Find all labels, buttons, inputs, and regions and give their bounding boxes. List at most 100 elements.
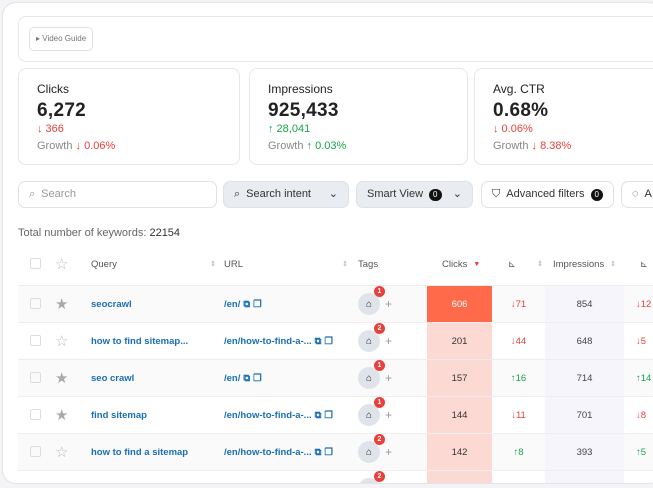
copy-icon[interactable]: ❐ [253,298,262,310]
table-row[interactable]: ★ find sitemap /en/how-to-find-a-... ⧉ ❐ ⌂… [18,397,653,434]
external-link-icon[interactable]: ⧉ [243,372,251,384]
query-link[interactable]: seocrawl [91,298,132,310]
tags-header: Tags [358,258,379,270]
column-clicks[interactable]: Clicks ▼ [442,243,480,285]
external-link-icon[interactable]: ⧉ [243,298,251,310]
tag-count-badge: 1 [374,397,385,408]
clicks-value: 606 [427,286,492,322]
table-row[interactable]: ★ seocrawl /en/⧉ ❐ ⌂ 1 + 606 ↓71 854 ↓12 [18,286,653,323]
column-query[interactable]: Query ⇕ [91,243,216,285]
smart-view-label: Smart View [367,188,424,200]
table-row[interactable]: ☆ ⌂2+ [18,471,653,485]
impressions-delta: ↓12 [636,298,652,310]
table-row[interactable]: ★ seo crawl /en/⧉ ❐ ⌂ 1 + 157 ↑16 714 ↑14 [18,360,653,397]
tags-cell: ⌂ 1 + [358,360,392,396]
clicks-delta: ↑16 [510,372,527,384]
external-link-icon[interactable]: ⧉ [314,446,322,458]
impressions-value: 648 [545,323,624,359]
growth-label: Growth [37,140,73,152]
column-impressions-trend[interactable]: ⊾ [640,243,648,285]
star-icon[interactable]: ☆ [55,444,69,461]
ideas-button[interactable]: ◌ A [621,181,653,208]
row-checkbox[interactable] [30,335,41,346]
row-checkbox[interactable] [30,372,41,383]
total-value: 22154 [149,227,181,239]
column-url[interactable]: URL ⇕ [224,243,348,285]
copy-icon[interactable]: ❐ [253,372,262,384]
metric-title: Clicks [37,82,69,96]
star-icon[interactable]: ☆ [55,471,68,483]
advanced-filters-count: 0 [590,188,603,201]
table-row[interactable]: ☆ how to find sitemap... /en/how-to-find… [18,323,653,360]
row-checkbox[interactable] [30,446,41,457]
sort-icon: ⇕ [610,261,617,268]
external-link-icon[interactable]: ⧉ [314,335,322,347]
row-checkbox[interactable] [30,409,41,420]
tag-button[interactable]: ⌂ 1 [358,397,385,426]
tags-cell: ⌂ 1 + [358,286,392,322]
tags-cell: ⌂ 1 + [358,397,392,433]
table-row[interactable]: ☆ how to find a sitemap /en/how-to-find-… [18,434,653,471]
column-clicks-trend[interactable]: ⊾ ⇕ [508,243,543,285]
star-icon[interactable]: ☆ [55,333,69,350]
search-icon: ⌕ [29,188,36,200]
tag-button[interactable]: ⌂2 [358,434,385,463]
add-tag-icon[interactable]: + [385,297,393,311]
clicks-value: 142 [427,434,492,470]
top-panel: ▸ Video Guide [18,16,653,62]
copy-icon[interactable]: ❐ [324,335,333,347]
external-link-icon[interactable]: ⧉ [314,409,322,421]
add-tag-icon[interactable]: + [385,482,392,483]
clicks-delta: ↑8 [513,446,524,458]
row-checkbox[interactable] [30,483,41,484]
url-cell: /en/⧉ ❐ [224,360,262,396]
tag-button[interactable]: ⌂2 [358,323,385,352]
copy-icon[interactable]: ❐ [324,409,333,421]
add-tag-icon[interactable]: + [385,334,393,348]
sort-icon: ⇕ [210,261,216,268]
column-tags: Tags [358,243,378,285]
tag-icon: ⌂ [365,372,373,384]
advanced-filters-button[interactable]: ⛉ Advanced filters 0 [481,181,614,208]
url-link[interactable]: /en/ [224,372,241,384]
add-tag-icon[interactable]: + [385,371,393,385]
growth-value: ↑ 0.03% [306,140,347,152]
tag-count-badge: 2 [374,323,385,334]
tags-cell: ⌂2+ [358,434,392,470]
clicks-delta: ↓11 [511,409,526,421]
star-icon[interactable]: ★ [55,407,69,424]
search-placeholder: Search [41,188,77,200]
star-icon[interactable]: ☆ [55,256,69,273]
query-link[interactable]: how to find sitemap... [91,335,189,347]
tag-button[interactable]: ⌂ 1 [358,360,385,389]
column-impressions[interactable]: Impressions ⇕ [553,243,616,285]
query-link[interactable]: seo crawl [91,372,135,384]
add-tag-icon[interactable]: + [385,408,393,422]
search-intent-dropdown[interactable]: ⌕ Search intent ⌄ [223,181,349,208]
url-link[interactable]: /en/ [224,298,241,310]
copy-icon[interactable]: ❐ [324,446,333,458]
clicks-delta [492,471,545,483]
tag-button[interactable]: ⌂2 [358,471,385,485]
row-checkbox[interactable] [30,298,41,309]
url-link[interactable]: /en/how-to-find-a-... [224,335,312,347]
video-guide-button[interactable]: ▸ Video Guide [29,27,94,51]
tag-icon: ⌂ [366,484,372,485]
smart-view-dropdown[interactable]: Smart View 0 ⌄ [356,181,473,208]
add-tag-icon[interactable]: + [385,445,393,459]
star-icon[interactable]: ★ [55,296,69,313]
url-cell: /en/⧉ ❐ [224,286,262,322]
chevron-down-icon: ⌄ [452,188,462,200]
query-link[interactable]: find sitemap [91,409,147,421]
metric-delta: ↓ 366 [37,123,64,135]
video-guide-label: Video Guide [42,34,87,43]
query-link[interactable]: how to find a sitemap [91,446,189,458]
star-icon[interactable]: ★ [55,370,69,387]
select-all-checkbox[interactable] [30,258,41,269]
tag-button[interactable]: ⌂ 1 [358,286,385,315]
url-link[interactable]: /en/how-to-find-a-... [224,446,312,458]
url-link[interactable]: /en/how-to-find-a-... [224,409,312,421]
chart-icon: ⊾ [640,258,648,270]
search-input[interactable]: ⌕ Search [18,181,217,208]
impressions-value: 714 [545,360,624,396]
